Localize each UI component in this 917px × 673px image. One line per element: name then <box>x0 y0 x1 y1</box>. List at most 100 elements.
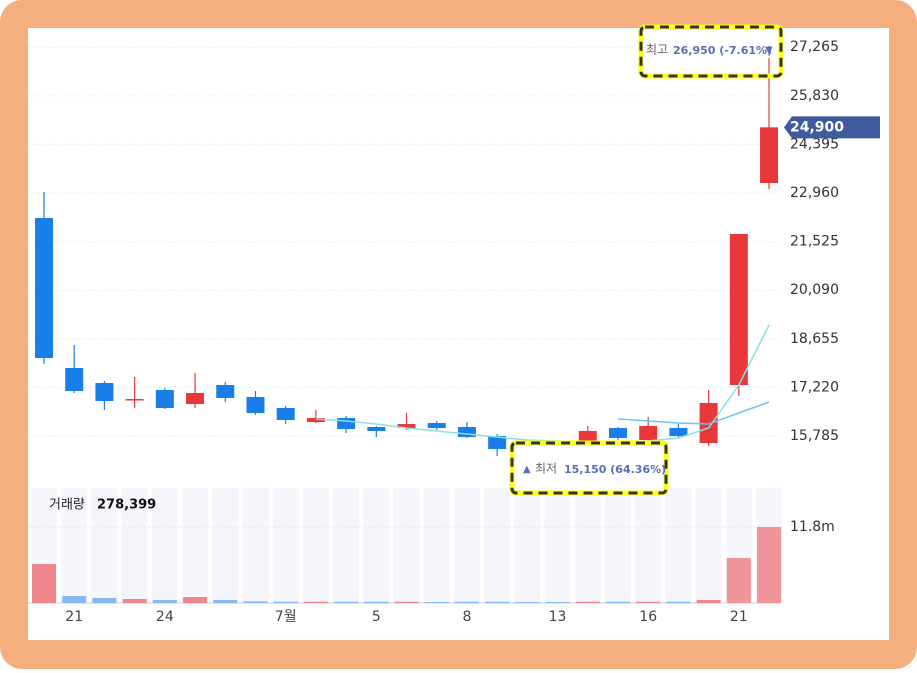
volume-bar <box>545 602 570 603</box>
volume-column <box>121 488 148 603</box>
annotation-text: 15,150 (64.36%) <box>564 463 666 476</box>
y-tick-label: 15,785 <box>790 428 839 444</box>
volume-bar <box>575 601 600 603</box>
volume-column <box>61 488 88 603</box>
candle-body <box>488 436 507 450</box>
highlight-box <box>639 25 783 78</box>
volume-bar <box>213 599 238 603</box>
candle-body <box>397 424 416 429</box>
annotation-text: 26,950 (-7.61%) <box>673 44 772 57</box>
candle-body <box>216 385 235 399</box>
volume-column <box>635 488 662 603</box>
volume-bar <box>515 602 540 603</box>
volume-label: 거래량 <box>49 498 85 513</box>
candle-body <box>427 423 446 429</box>
x-tick-label: 16 <box>639 609 657 625</box>
candle-body <box>457 427 476 438</box>
x-tick-label: 21 <box>65 609 83 625</box>
y-tick-label: 24,395 <box>790 136 839 152</box>
volume-bar <box>122 599 147 603</box>
highlight-box <box>510 441 668 495</box>
y-tick-label: 27,265 <box>790 39 839 55</box>
volume-column <box>212 488 239 603</box>
volume-column <box>91 488 118 603</box>
candle-body <box>669 428 688 437</box>
candle-body <box>276 408 295 421</box>
volume-bar <box>696 599 721 603</box>
volume-column <box>574 488 601 603</box>
volume-column <box>182 488 209 603</box>
candle-body <box>760 127 779 184</box>
volume-bar <box>605 601 630 603</box>
x-tick-label: 8 <box>462 609 471 625</box>
volume-column <box>363 488 390 603</box>
volume-bar <box>726 557 751 603</box>
volume-column <box>333 488 360 603</box>
candle-body <box>367 427 386 431</box>
candle-body <box>306 418 325 423</box>
candle-body <box>337 418 356 429</box>
candle-body <box>729 234 748 386</box>
x-tick-label: 24 <box>156 609 174 625</box>
y-tick-label: 22,960 <box>790 185 839 201</box>
volume-bar <box>243 601 268 603</box>
x-tick-label: 5 <box>372 609 381 625</box>
y-tick-label: 18,655 <box>790 331 839 347</box>
volume-bar <box>152 599 177 603</box>
volume-bar <box>485 601 510 603</box>
moving-average <box>617 401 770 425</box>
y-tick-label: 25,830 <box>790 88 839 104</box>
x-tick-label: 13 <box>549 609 567 625</box>
volume-bar <box>303 601 328 603</box>
volume-bar <box>364 601 389 603</box>
volume-bar <box>183 597 208 603</box>
volume-column <box>393 488 420 603</box>
candle-body <box>186 393 205 405</box>
volume-column <box>242 488 269 603</box>
x-tick-label: 7월 <box>275 609 297 625</box>
volume-column <box>695 488 722 603</box>
y-tick-label: 17,220 <box>790 379 839 395</box>
volume-bar <box>454 601 479 603</box>
y-tick-label: 21,525 <box>790 234 839 250</box>
y-tick-label: 11.8m <box>790 519 835 535</box>
candle-body <box>246 396 265 414</box>
volume-column <box>514 488 541 603</box>
volume-bar <box>636 601 661 603</box>
volume-column <box>151 488 178 603</box>
volume-bar <box>62 595 87 603</box>
price-tag-label: 24,900 <box>790 119 844 135</box>
candle-body <box>155 390 174 409</box>
volume-column <box>302 488 329 603</box>
volume-bar <box>666 601 691 603</box>
volume-bar <box>424 602 449 603</box>
volume-column <box>665 488 692 603</box>
volume-column <box>544 488 571 603</box>
volume-column <box>272 488 299 603</box>
candle-body <box>608 428 627 439</box>
volume-column <box>604 488 631 603</box>
volume-bar <box>32 563 56 603</box>
volume-current: 278,399 <box>97 498 156 513</box>
volume-bar <box>757 526 782 603</box>
volume-bar <box>334 601 359 603</box>
candle-body <box>35 218 53 359</box>
candle-body <box>699 402 718 444</box>
candle-body <box>95 383 114 401</box>
volume-bar <box>273 601 298 603</box>
candle-body <box>578 430 597 442</box>
price-tag <box>784 116 880 139</box>
candle-body <box>65 368 84 392</box>
annotation-label: 최저 <box>535 462 557 476</box>
volume-bar <box>92 597 117 603</box>
candle-body <box>125 398 144 401</box>
volume-column <box>484 488 511 603</box>
annotation-label: 최고 <box>646 43 668 57</box>
y-tick-label: 20,090 <box>790 282 839 298</box>
annotation-arrow: ▼ <box>765 45 773 56</box>
annotation-arrow: ▲ <box>523 464 531 475</box>
candle-body <box>639 426 658 441</box>
x-tick-label: 21 <box>730 609 748 625</box>
volume-column <box>453 488 480 603</box>
